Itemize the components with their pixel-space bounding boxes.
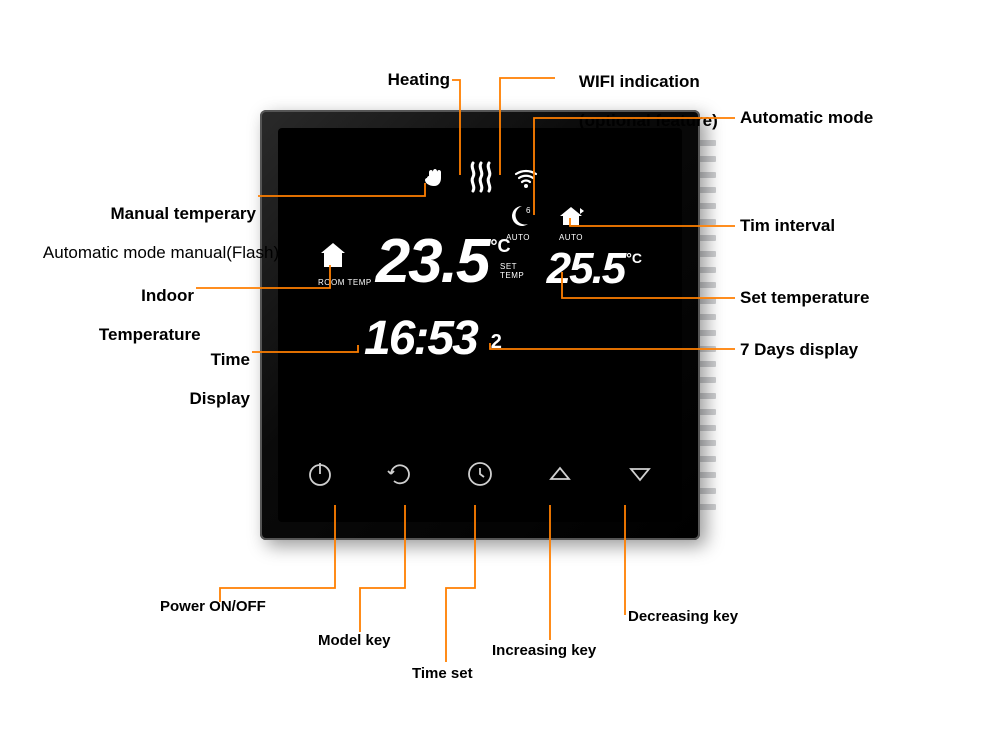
label-manual-l2: Automatic mode manual(Flash) xyxy=(43,243,279,262)
label-7days: 7 Days display xyxy=(740,340,858,360)
room-temp-value: 23.5 xyxy=(376,237,489,287)
wifi-icon xyxy=(513,165,539,194)
label-manual-l1: Manual temperary xyxy=(111,204,257,223)
mode-button[interactable] xyxy=(380,454,420,494)
label-automatic-mode: Automatic mode xyxy=(740,108,873,128)
label-time-l2: Display xyxy=(190,389,250,408)
label-tim-interval: Tim interval xyxy=(740,216,835,236)
clock-icon xyxy=(465,459,495,489)
label-wifi: WIFI indication (optional feature) xyxy=(560,52,718,150)
label-wifi-l2: (optional feature) xyxy=(579,111,718,130)
up-button[interactable] xyxy=(540,454,580,494)
label-increasing: Increasing key xyxy=(492,642,596,659)
label-model-key: Model key xyxy=(318,632,391,649)
set-temp-unit: °C xyxy=(626,250,642,266)
power-button[interactable] xyxy=(300,454,340,494)
label-decreasing: Decreasing key xyxy=(628,608,738,625)
lcd-screen: 6 AUTO AUTO ROOM TEMP xyxy=(318,160,642,390)
cycle-icon xyxy=(385,459,415,489)
house-clock-icon: AUTO xyxy=(556,204,586,242)
down-button[interactable] xyxy=(620,454,660,494)
label-heating: Heating xyxy=(355,70,450,90)
auto-label-2: AUTO xyxy=(556,233,586,242)
label-indoor-l1: Indoor xyxy=(141,286,194,305)
time-value: 16:53 xyxy=(364,320,477,358)
touch-button-row xyxy=(300,448,660,500)
chevron-up-icon xyxy=(545,459,575,489)
label-time-set: Time set xyxy=(412,665,473,682)
label-time-display: Time Display xyxy=(170,330,250,428)
heat-waves-icon xyxy=(467,160,495,199)
time-button[interactable] xyxy=(460,454,500,494)
power-icon xyxy=(305,459,335,489)
label-power: Power ON/OFF xyxy=(160,598,266,615)
interval-digit: 6 xyxy=(526,206,531,215)
day-number: 2 xyxy=(491,331,502,354)
label-time-l1: Time xyxy=(211,350,250,369)
hand-icon xyxy=(421,164,449,195)
label-wifi-l1: WIFI indication xyxy=(579,72,700,91)
chevron-down-icon xyxy=(625,459,655,489)
house-thermo-icon: ROOM TEMP xyxy=(318,239,372,287)
thermostat-device: 6 AUTO AUTO ROOM TEMP xyxy=(260,110,700,540)
set-temp-value: 25.5 xyxy=(547,251,625,286)
diagram-stage: 6 AUTO AUTO ROOM TEMP xyxy=(0,0,1000,729)
room-temp-caption: ROOM TEMP xyxy=(318,278,372,287)
label-set-temp: Set temperature xyxy=(740,288,869,308)
set-temp-caption: SET TEMP xyxy=(500,262,543,280)
